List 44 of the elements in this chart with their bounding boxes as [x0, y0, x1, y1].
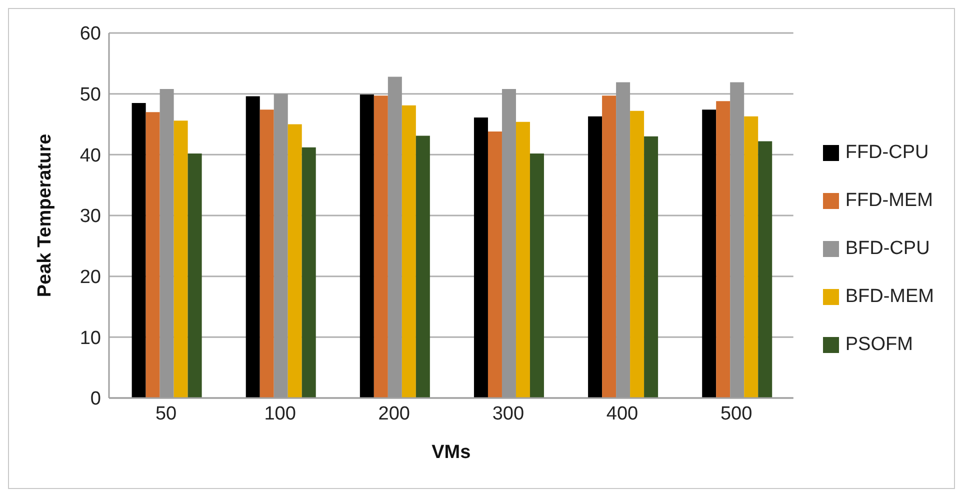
y-tick-label: 40	[80, 145, 101, 166]
y-tick-label: 10	[80, 328, 101, 349]
legend-label: FFD-MEM	[845, 190, 933, 212]
bar	[474, 118, 488, 398]
bar	[260, 110, 274, 398]
bar	[288, 124, 302, 398]
x-tick-label: 50	[155, 403, 177, 424]
bar	[644, 136, 658, 398]
bar	[602, 96, 616, 398]
legend-label: BFD-CPU	[845, 238, 930, 260]
x-tick-label: 500	[720, 403, 752, 424]
bar	[758, 141, 772, 398]
bar	[302, 147, 316, 398]
y-tick-label: 30	[80, 206, 101, 228]
x-tick-label: 100	[264, 403, 296, 424]
y-tick-label: 20	[80, 267, 101, 288]
y-axis-title: Peak Temperature	[34, 134, 56, 298]
bar	[360, 94, 374, 398]
bar	[516, 122, 530, 398]
legend-label: BFD-MEM	[845, 286, 934, 308]
x-tick-label: 400	[606, 403, 638, 424]
bar	[416, 136, 430, 398]
bar	[402, 105, 416, 398]
bar	[630, 110, 644, 398]
bar	[374, 96, 388, 398]
bar	[716, 101, 730, 398]
legend-label: FFD-CPU	[845, 142, 929, 164]
bar	[530, 153, 544, 398]
legend-label: PSOFM	[845, 334, 913, 356]
x-tick-label: 300	[492, 403, 524, 424]
x-axis-title: VMs	[432, 442, 471, 463]
bar	[702, 110, 716, 398]
x-tick-label: 200	[378, 403, 410, 424]
bar	[188, 153, 202, 398]
y-tick-label: 50	[80, 84, 101, 106]
y-tick-label: 0	[90, 388, 101, 410]
bar	[744, 116, 758, 398]
bar	[588, 116, 602, 398]
bar	[246, 96, 260, 398]
bar	[132, 102, 146, 398]
bar	[146, 112, 160, 398]
bar	[488, 132, 502, 398]
y-tick-label: 60	[80, 24, 101, 45]
bar	[174, 120, 188, 398]
